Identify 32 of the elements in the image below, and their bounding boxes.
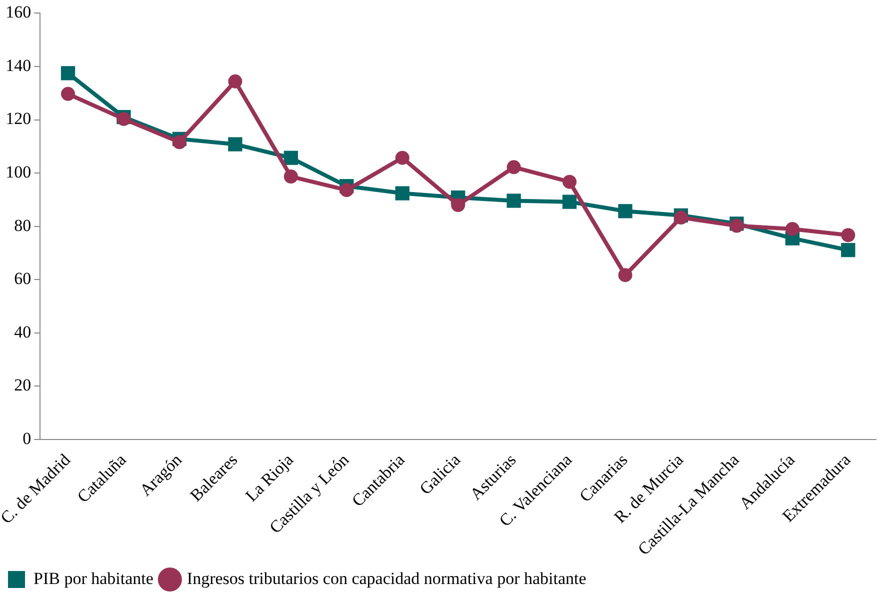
point: [562, 174, 577, 189]
y-tick-label: 60: [14, 269, 32, 288]
point: [228, 74, 242, 88]
point: [506, 160, 521, 174]
legend-label: PIB por habitante: [34, 568, 154, 588]
point: [618, 268, 632, 282]
point: [284, 150, 298, 165]
point: [340, 183, 354, 198]
y-tick-label: 80: [14, 216, 32, 235]
point: [841, 242, 856, 258]
point: [228, 137, 242, 152]
y-tick-label: 140: [6, 56, 32, 75]
point: [284, 170, 298, 184]
y-tick-label: 160: [6, 2, 32, 22]
point: [60, 66, 76, 80]
y-tick-label: 100: [6, 162, 32, 182]
point: [61, 86, 76, 101]
point: [451, 198, 466, 212]
y-tick-label: 120: [6, 109, 32, 128]
y-tick-label: 20: [14, 376, 32, 395]
point: [562, 194, 577, 209]
point: [395, 150, 410, 165]
point: [841, 228, 856, 242]
y-tick-label: 40: [14, 322, 32, 342]
point: [618, 204, 632, 218]
point: [785, 222, 800, 236]
point: [172, 135, 186, 150]
y-tick-label: 0: [22, 428, 32, 448]
point: [395, 186, 410, 200]
point: [506, 194, 521, 208]
legend-label: Ingresos tributarios con capacidad normativa por habitante: [186, 568, 586, 588]
point: [674, 210, 688, 225]
